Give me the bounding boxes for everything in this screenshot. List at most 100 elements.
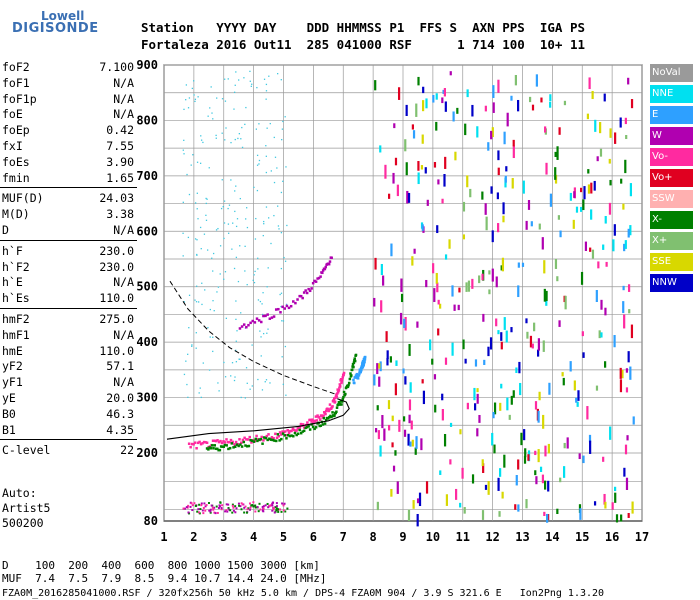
param-row-fof2: foF2 7.100 <box>2 60 134 74</box>
echo-mark <box>244 245 246 247</box>
trace-point <box>251 439 254 443</box>
echo-mark <box>495 276 498 288</box>
echo-mark <box>191 509 194 512</box>
trace-point <box>291 427 295 431</box>
echo-mark <box>420 438 423 451</box>
y-tick-label: 500 <box>136 280 158 294</box>
param-row-hme: hmE 110.0 <box>2 344 134 358</box>
trace-point <box>299 422 303 426</box>
echo-mark <box>239 505 242 508</box>
trace-point <box>362 363 365 367</box>
echo-mark <box>246 283 248 286</box>
param-row-ye: yE 20.0 <box>2 391 134 405</box>
echo-mark <box>462 339 465 350</box>
echo-mark <box>235 349 237 351</box>
echo-mark <box>199 226 202 229</box>
echo-mark <box>510 395 513 405</box>
echo-mark <box>595 385 599 391</box>
echo-mark <box>499 468 502 477</box>
trace-point <box>285 433 288 437</box>
echo-mark <box>264 504 267 507</box>
echo-mark <box>613 224 616 236</box>
echo-mark <box>223 222 226 224</box>
echo-mark <box>500 341 503 350</box>
echo-mark <box>497 79 500 93</box>
echo-mark <box>542 414 545 429</box>
echo-mark <box>183 139 185 142</box>
muf-distance-row: D 100 200 400 600 800 1000 1500 3000 [km… <box>2 559 320 572</box>
trace-point <box>257 438 261 442</box>
echo-mark <box>437 299 440 305</box>
echo-mark <box>254 506 257 509</box>
echo-mark <box>212 508 215 511</box>
echo-mark <box>243 506 246 509</box>
echo-mark <box>257 378 259 381</box>
trace-point <box>347 383 350 387</box>
trace-point <box>256 439 259 443</box>
trace-point <box>242 323 246 326</box>
trace-point <box>327 417 330 420</box>
param-name: foF1 <box>2 75 30 90</box>
x-tick-label: 5 <box>280 530 287 544</box>
echo-mark <box>537 338 541 351</box>
trace-point <box>298 294 301 298</box>
trace-point <box>319 424 323 427</box>
echo-mark <box>547 480 550 492</box>
param-name: foEs <box>2 154 30 169</box>
echo-mark <box>609 128 612 138</box>
echo-mark <box>582 455 585 464</box>
trace-point <box>336 388 339 391</box>
echo-mark <box>451 342 454 356</box>
echo-mark <box>422 390 426 405</box>
echo-mark <box>188 193 191 196</box>
trace-point <box>301 296 304 300</box>
trace-point <box>214 447 218 451</box>
echo-mark <box>404 316 407 331</box>
echo-mark <box>252 279 254 282</box>
echo-mark <box>534 401 538 410</box>
trace-point <box>225 444 228 447</box>
trace-point <box>287 431 291 435</box>
echo-mark <box>211 506 214 509</box>
trace-point <box>313 427 316 431</box>
param-separator <box>0 308 137 309</box>
echo-mark <box>558 127 561 135</box>
echo-mark <box>224 510 227 513</box>
trace-point <box>360 368 363 372</box>
param-row-fof1p: foF1p N/A <box>2 92 134 106</box>
echo-mark <box>396 481 399 494</box>
echo-mark <box>485 216 488 231</box>
x-tick-label: 11 <box>456 530 470 544</box>
echo-mark <box>223 237 225 240</box>
trace-point <box>232 446 235 449</box>
x-tick-label: 15 <box>575 530 589 544</box>
legend-item-ssw: SSW <box>650 190 693 208</box>
echo-mark <box>200 135 202 137</box>
echo-mark <box>286 224 288 227</box>
echo-mark <box>599 148 603 157</box>
echo-mark <box>248 508 251 511</box>
echo-mark <box>483 359 486 365</box>
echo-mark <box>255 217 257 220</box>
echo-mark <box>599 122 602 134</box>
trace-point <box>198 440 201 444</box>
echo-mark <box>378 363 381 369</box>
trace-point <box>285 304 289 308</box>
trace-point <box>315 419 319 422</box>
echo-mark <box>240 502 243 505</box>
param-row-fmin: fmin 1.65 <box>2 171 134 185</box>
echo-mark <box>525 499 528 509</box>
trace-point <box>241 438 245 442</box>
echo-mark <box>471 474 475 484</box>
echo-mark <box>546 513 549 523</box>
echo-mark <box>602 244 605 250</box>
echo-mark <box>444 156 447 169</box>
trace-point <box>281 432 285 435</box>
trace-point <box>355 375 358 378</box>
echo-mark <box>524 448 527 458</box>
trace-point <box>330 256 333 260</box>
echo-mark <box>394 383 397 396</box>
echo-mark <box>195 347 197 349</box>
echo-mark <box>603 93 606 102</box>
trace-point <box>266 313 269 316</box>
